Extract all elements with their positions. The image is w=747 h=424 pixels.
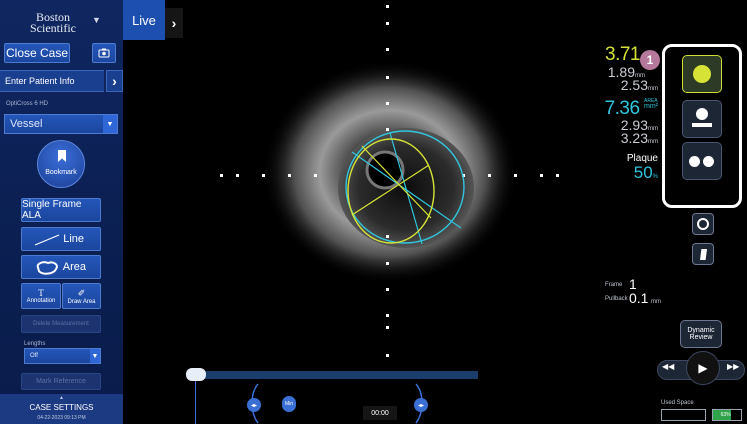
lumen-circle-icon [693, 65, 711, 83]
callout-badge: 1 [640, 50, 660, 70]
vessel-diameter-short [389, 132, 423, 245]
line-icon [34, 234, 60, 246]
pullback-value: 0.1 [629, 290, 649, 306]
bookmark-label: Bookmark [45, 169, 77, 176]
mark-reference-button[interactable]: Mark Reference [21, 373, 101, 390]
min-marker[interactable]: Min [282, 396, 296, 412]
lumen-contour [347, 138, 435, 244]
ivus-image[interactable] [180, 0, 600, 424]
pullback-label: Pullback [605, 296, 628, 302]
bookmark-button[interactable]: Bookmark [37, 140, 85, 188]
bookmark-toggle-button[interactable] [692, 243, 714, 265]
lumen-mode-button[interactable] [682, 55, 722, 93]
area-value: 7.36 [604, 98, 640, 119]
close-case-button[interactable]: Close Case [4, 43, 70, 63]
plaque-measurement: 50% [633, 163, 658, 182]
ring-icon [697, 218, 709, 230]
bookmark-icon [58, 150, 66, 162]
play-button[interactable]: ▶ [686, 351, 720, 385]
lumen-diameter-1: 1.89mm [607, 64, 645, 80]
used-space-box-left [661, 409, 706, 421]
frame-value: 1 [629, 276, 637, 292]
draw-area-label: Draw Area [67, 298, 96, 305]
pullback-timeline[interactable] [190, 371, 478, 379]
catheter-label: OptiCross 6 HD [6, 101, 49, 107]
crosshair-markers [220, 5, 559, 357]
lumen-diameter-2: 2.53mm [620, 77, 658, 93]
lumen-diameter-short [351, 164, 430, 216]
frame-label: Frame [605, 282, 623, 288]
draw-area-button[interactable]: ✐ Draw Area [62, 283, 101, 309]
used-space-label: Used Space [661, 400, 694, 406]
area-measurement: 7.36 AREA mm² [604, 98, 658, 119]
lumen-measurement: 3.71 [596, 44, 640, 66]
datetime: 04-22-2023 09:13 PM [37, 415, 86, 421]
dropdown-arrow-icon: ▼ [90, 349, 100, 363]
fast-forward-icon[interactable]: ▶▶ [727, 362, 740, 371]
display-mode-panel [662, 44, 742, 208]
vessel-contour [345, 130, 465, 244]
vessel-diameter-2: 3.23mm [620, 130, 658, 146]
used-space-meter: 63% [712, 409, 742, 421]
dropdown-arrow-icon: ▼ [103, 115, 117, 133]
area-button[interactable]: Area [21, 255, 101, 279]
plaque-mode-button[interactable] [682, 142, 722, 180]
annotation-button[interactable]: T Annotation [21, 283, 61, 309]
case-settings-label: CASE SETTINGS [29, 403, 94, 412]
lumen-value: 3.71 [605, 44, 640, 65]
plaque-label: Plaque [626, 153, 658, 164]
enter-patient-info-button[interactable]: Enter Patient Info [0, 70, 104, 92]
used-space-fill: 63% [713, 410, 731, 420]
playhead-line [195, 381, 196, 424]
delete-measurement-button[interactable]: Delete Measurement [21, 315, 101, 333]
tab-live[interactable]: Live [123, 0, 165, 40]
vessel-diameter-1: 2.93mm [620, 117, 658, 133]
camera-button[interactable] [92, 43, 116, 63]
vessel-select-value: Vessel [10, 118, 43, 130]
camera-icon [98, 48, 110, 58]
lengths-label: Lengths [24, 341, 46, 347]
ring-toggle-button[interactable] [692, 213, 714, 235]
chevron-up-icon: ▲ [59, 395, 64, 401]
dynamic-review-button[interactable]: Dynamic Review [680, 320, 722, 348]
rewind-icon[interactable]: ◀◀ [662, 362, 675, 371]
chevron-right-icon[interactable]: › [165, 8, 183, 38]
annotation-icon: T [38, 288, 44, 298]
lengths-select[interactable]: Off ▼ [24, 348, 101, 364]
vessel-select[interactable]: Vessel ▼ [4, 114, 118, 134]
line-label: Line [63, 233, 84, 245]
chevron-right-icon[interactable]: › [106, 70, 123, 92]
boston-scientific-logo: Boston Scientific [30, 10, 76, 35]
draw-icon: ✐ [77, 287, 86, 298]
bookmark-icon [700, 249, 707, 260]
left-panel: Boston Scientific ▼ Close Case Enter Pat… [0, 0, 123, 424]
chevron-down-icon[interactable]: ▼ [92, 15, 101, 25]
vessel-mode-button[interactable] [682, 100, 722, 138]
area-icon [36, 261, 58, 275]
case-settings-bar[interactable]: ▲ CASE SETTINGS 04-22-2023 09:13 PM [0, 394, 123, 424]
lumen-diameter-long [361, 145, 432, 219]
pullback-unit: mm [651, 299, 661, 305]
annotation-label: Annotation [26, 298, 56, 304]
single-frame-ala-button[interactable]: Single Frame ALA [21, 198, 101, 222]
timecode: 00:00 [363, 406, 397, 420]
line-button[interactable]: Line [21, 227, 101, 251]
play-icon: ▶ [698, 361, 708, 375]
right-marker-button[interactable]: ◂▸ [414, 398, 428, 412]
left-marker-button[interactable]: ◂▸ [247, 398, 261, 412]
timeline-handle[interactable] [186, 368, 206, 381]
area-label: Area [62, 261, 86, 273]
lengths-value: Off [30, 353, 38, 359]
